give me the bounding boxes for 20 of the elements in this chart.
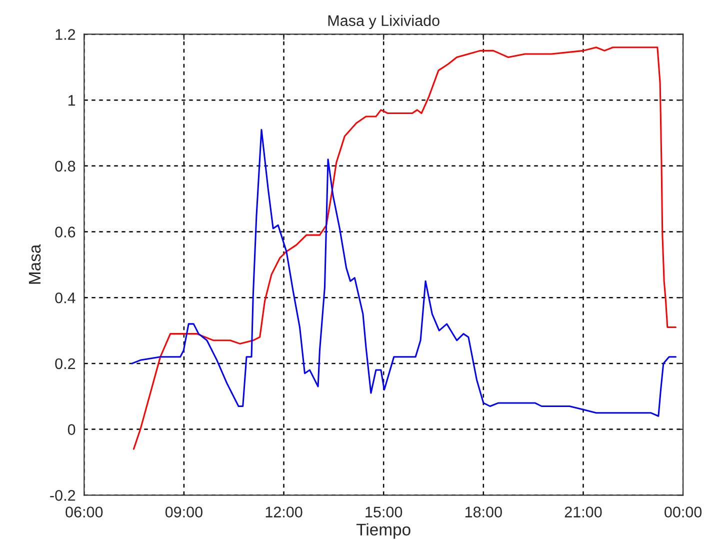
line-series	[131, 128, 676, 417]
y-tick-label: 0	[68, 424, 76, 435]
y-tick-label: -0.2	[50, 490, 76, 501]
chart-title: Masa y Lixiviado	[328, 14, 440, 30]
x-tick-label: 18:00	[465, 506, 502, 518]
x-tick-label: 21:00	[564, 506, 602, 518]
y-axis-title: Masa	[29, 244, 41, 284]
x-tick-label: 06:00	[66, 506, 103, 518]
y-tick-label: 0.4	[55, 292, 76, 304]
y-tick-label: 0.8	[55, 160, 76, 172]
x-tick-label: 15:00	[366, 506, 402, 518]
x-tick-label: 12:00	[266, 506, 302, 518]
y-tick-label: 1.2	[56, 29, 76, 40]
y-tick-label: 1	[68, 95, 76, 106]
x-axis-title: Tiempo	[356, 523, 410, 539]
line-series	[132, 46, 676, 450]
x-tick-label: 09:00	[165, 506, 202, 518]
x-tick-label: 00:00	[664, 506, 702, 518]
y-tick-label: 0.6	[55, 226, 76, 238]
y-tick-label: 0.2	[55, 358, 76, 370]
